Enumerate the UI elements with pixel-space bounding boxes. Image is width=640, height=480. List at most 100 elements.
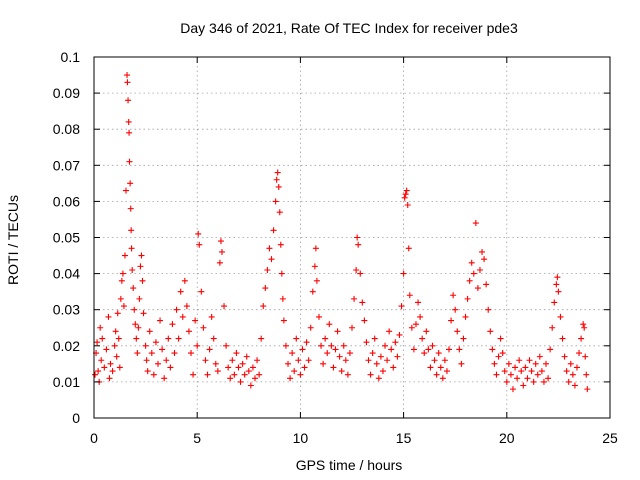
- data-point: [264, 266, 271, 273]
- chart-title: Day 346 of 2021, Rate Of TEC Index for r…: [180, 20, 518, 36]
- data-point: [349, 324, 355, 331]
- data-point: [427, 364, 434, 371]
- data-point: [120, 303, 127, 310]
- data-point: [369, 350, 376, 357]
- data-point: [398, 303, 405, 310]
- data-point: [497, 335, 504, 342]
- data-point: [289, 350, 296, 357]
- data-point: [165, 335, 172, 342]
- data-point: [195, 230, 202, 237]
- data-point: [359, 299, 366, 306]
- data-point: [392, 339, 399, 346]
- y-tick-label: 0.02: [53, 338, 80, 354]
- data-point: [557, 313, 564, 320]
- data-point: [405, 245, 412, 252]
- data-point: [499, 350, 506, 357]
- data-point: [458, 360, 465, 367]
- data-point: [112, 328, 119, 335]
- data-point: [206, 346, 213, 353]
- data-point: [231, 371, 238, 378]
- data-point: [202, 357, 209, 364]
- data-point: [137, 263, 144, 270]
- data-point: [403, 187, 410, 194]
- data-point: [142, 342, 149, 349]
- data-point: [268, 256, 275, 263]
- data-point: [367, 371, 374, 378]
- data-point: [505, 360, 512, 367]
- data-point: [312, 245, 319, 252]
- data-point: [194, 342, 201, 349]
- data-point: [573, 364, 580, 371]
- data-point: [299, 346, 306, 353]
- data-point: [303, 339, 310, 346]
- data-point: [258, 335, 265, 342]
- data-point: [307, 324, 314, 331]
- data-point: [115, 335, 122, 342]
- data-point: [92, 371, 99, 378]
- data-point: [217, 238, 224, 245]
- data-point: [534, 371, 541, 378]
- data-point: [274, 169, 281, 176]
- data-point: [124, 72, 131, 79]
- data-point: [134, 350, 141, 357]
- data-point: [139, 277, 146, 284]
- data-point: [291, 368, 298, 375]
- data-point: [315, 313, 322, 320]
- data-point: [361, 317, 368, 324]
- x-axis: 0 5 10 15 20 25: [90, 57, 618, 446]
- data-point: [404, 202, 411, 209]
- data-point: [114, 310, 121, 317]
- data-point: [282, 342, 289, 349]
- data-point: [336, 353, 343, 360]
- data-point: [340, 342, 347, 349]
- data-point: [212, 360, 219, 367]
- data-point: [379, 368, 386, 375]
- data-point: [324, 350, 331, 357]
- data-point: [280, 317, 287, 324]
- data-point: [346, 350, 353, 357]
- data-point: [580, 321, 587, 328]
- data-point: [143, 357, 150, 364]
- data-point: [351, 295, 358, 302]
- data-point: [254, 357, 261, 364]
- data-point: [483, 281, 490, 288]
- y-tick-label: 0.06: [53, 193, 80, 209]
- data-point: [472, 220, 479, 227]
- data-point: [485, 306, 492, 313]
- data-point: [417, 313, 424, 320]
- data-point: [584, 386, 591, 393]
- data-point: [109, 368, 116, 375]
- data-point: [287, 375, 294, 382]
- data-point: [260, 303, 267, 310]
- data-point: [159, 346, 166, 353]
- data-point: [555, 288, 562, 295]
- data-point: [173, 306, 180, 313]
- data-point: [188, 350, 195, 357]
- data-point: [126, 158, 133, 165]
- data-point: [167, 364, 174, 371]
- data-point: [400, 270, 407, 277]
- data-point: [262, 285, 269, 292]
- data-point: [196, 241, 203, 248]
- data-point: [233, 350, 240, 357]
- data-point: [545, 375, 552, 382]
- data-point: [225, 364, 232, 371]
- data-point: [127, 205, 134, 212]
- data-point: [371, 335, 378, 342]
- data-point: [443, 368, 450, 375]
- data-point: [419, 335, 426, 342]
- data-point: [223, 342, 230, 349]
- data-point: [394, 353, 401, 360]
- data-point: [249, 364, 256, 371]
- y-tick-label: 0.1: [61, 49, 81, 65]
- data-point: [256, 371, 263, 378]
- data-point: [190, 371, 197, 378]
- data-point: [270, 227, 277, 234]
- y-axis: 0 0.01 0.02 0.03 0.04 0.05 0.06 0.07 0.08 0.09 0.1: [53, 49, 610, 426]
- data-point: [146, 328, 153, 335]
- data-point: [99, 335, 106, 342]
- data-point: [279, 295, 286, 302]
- data-point: [127, 180, 134, 187]
- data-point: [388, 346, 395, 353]
- data-point: [487, 328, 494, 335]
